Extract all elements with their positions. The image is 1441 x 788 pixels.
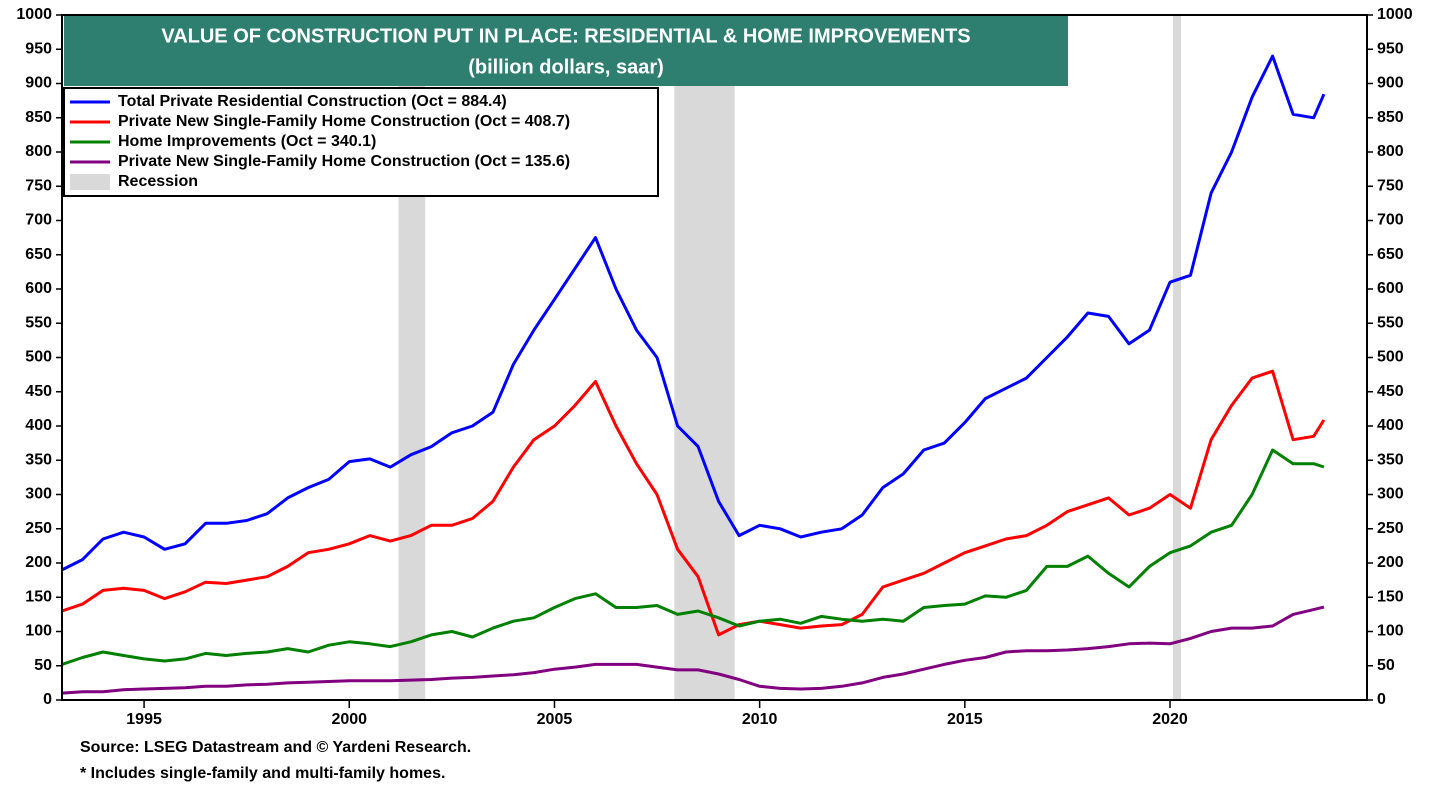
y-tick-label: 100 <box>25 623 52 640</box>
y-tick-label: 350 <box>25 451 52 468</box>
legend-swatch <box>70 174 110 190</box>
y-tick-label: 250 <box>25 520 52 537</box>
source: Source: LSEG Datastream and © Yardeni Re… <box>80 739 471 756</box>
y-tick-label: 400 <box>25 417 52 434</box>
y2-tick-label: 250 <box>1377 520 1404 537</box>
recession-band <box>674 15 735 700</box>
x-tick-label: 2010 <box>742 711 778 728</box>
note: * Includes single-family and multi-famil… <box>80 765 445 782</box>
y2-tick-label: 0 <box>1377 691 1386 708</box>
y-tick-label: 0 <box>43 691 52 708</box>
y2-tick-label: 550 <box>1377 314 1404 331</box>
x-tick-label: 2000 <box>331 711 367 728</box>
y2-tick-label: 1000 <box>1377 6 1413 23</box>
y2-tick-label: 300 <box>1377 486 1404 503</box>
title-box <box>64 15 1068 86</box>
x-tick-label: 2005 <box>537 711 573 728</box>
chart-title: VALUE OF CONSTRUCTION PUT IN PLACE: RESI… <box>161 25 970 47</box>
recession-band <box>1172 15 1182 700</box>
plot-frame <box>61 14 1368 701</box>
y-tick-label: 800 <box>25 143 52 160</box>
series-line <box>61 54 1326 572</box>
y-tick-label: 450 <box>25 383 52 400</box>
series-line <box>61 369 1326 637</box>
chart-subtitle: (billion dollars, saar) <box>468 56 664 78</box>
legend-label: Home Improvements (Oct = 340.1) <box>118 133 376 150</box>
y-tick-label: 600 <box>25 280 52 297</box>
legend-label: Recession <box>118 173 198 190</box>
y-tick-label: 500 <box>25 349 52 366</box>
y2-tick-label: 350 <box>1377 451 1404 468</box>
x-tick-label: 1995 <box>126 711 162 728</box>
y2-tick-label: 150 <box>1377 588 1404 605</box>
series-line <box>61 605 1325 695</box>
y-tick-label: 300 <box>25 486 52 503</box>
legend-box <box>63 87 659 197</box>
series-line <box>61 448 1325 666</box>
y2-tick-label: 600 <box>1377 280 1404 297</box>
x-tick-label: 2015 <box>947 711 983 728</box>
y2-tick-label: 400 <box>1377 417 1404 434</box>
y2-tick-label: 650 <box>1377 246 1404 263</box>
y2-tick-label: 50 <box>1377 657 1395 674</box>
legend-label: Private New Single-Family Home Construct… <box>118 113 570 130</box>
y-tick-label: 850 <box>25 109 52 126</box>
y2-tick-label: 900 <box>1377 75 1404 92</box>
y2-tick-label: 200 <box>1377 554 1404 571</box>
y-tick-label: 200 <box>25 554 52 571</box>
y2-tick-label: 950 <box>1377 40 1404 57</box>
y2-tick-label: 800 <box>1377 143 1404 160</box>
y-tick-label: 700 <box>25 212 52 229</box>
y2-tick-label: 850 <box>1377 109 1404 126</box>
legend-label: Private New Single-Family Home Construct… <box>118 153 570 170</box>
legend-label: Total Private Residential Construction (… <box>118 93 507 110</box>
y-tick-label: 1000 <box>16 6 52 23</box>
y-tick-label: 750 <box>25 177 52 194</box>
y-tick-label: 650 <box>25 246 52 263</box>
y-tick-label: 50 <box>34 657 52 674</box>
y2-tick-label: 500 <box>1377 349 1404 366</box>
y-tick-label: 150 <box>25 588 52 605</box>
y-tick-label: 950 <box>25 40 52 57</box>
y2-tick-label: 750 <box>1377 177 1404 194</box>
y2-tick-label: 700 <box>1377 212 1404 229</box>
y-tick-label: 900 <box>25 75 52 92</box>
y2-tick-label: 450 <box>1377 383 1404 400</box>
x-tick-label: 2020 <box>1152 711 1188 728</box>
y2-tick-label: 100 <box>1377 623 1404 640</box>
y-tick-label: 550 <box>25 314 52 331</box>
